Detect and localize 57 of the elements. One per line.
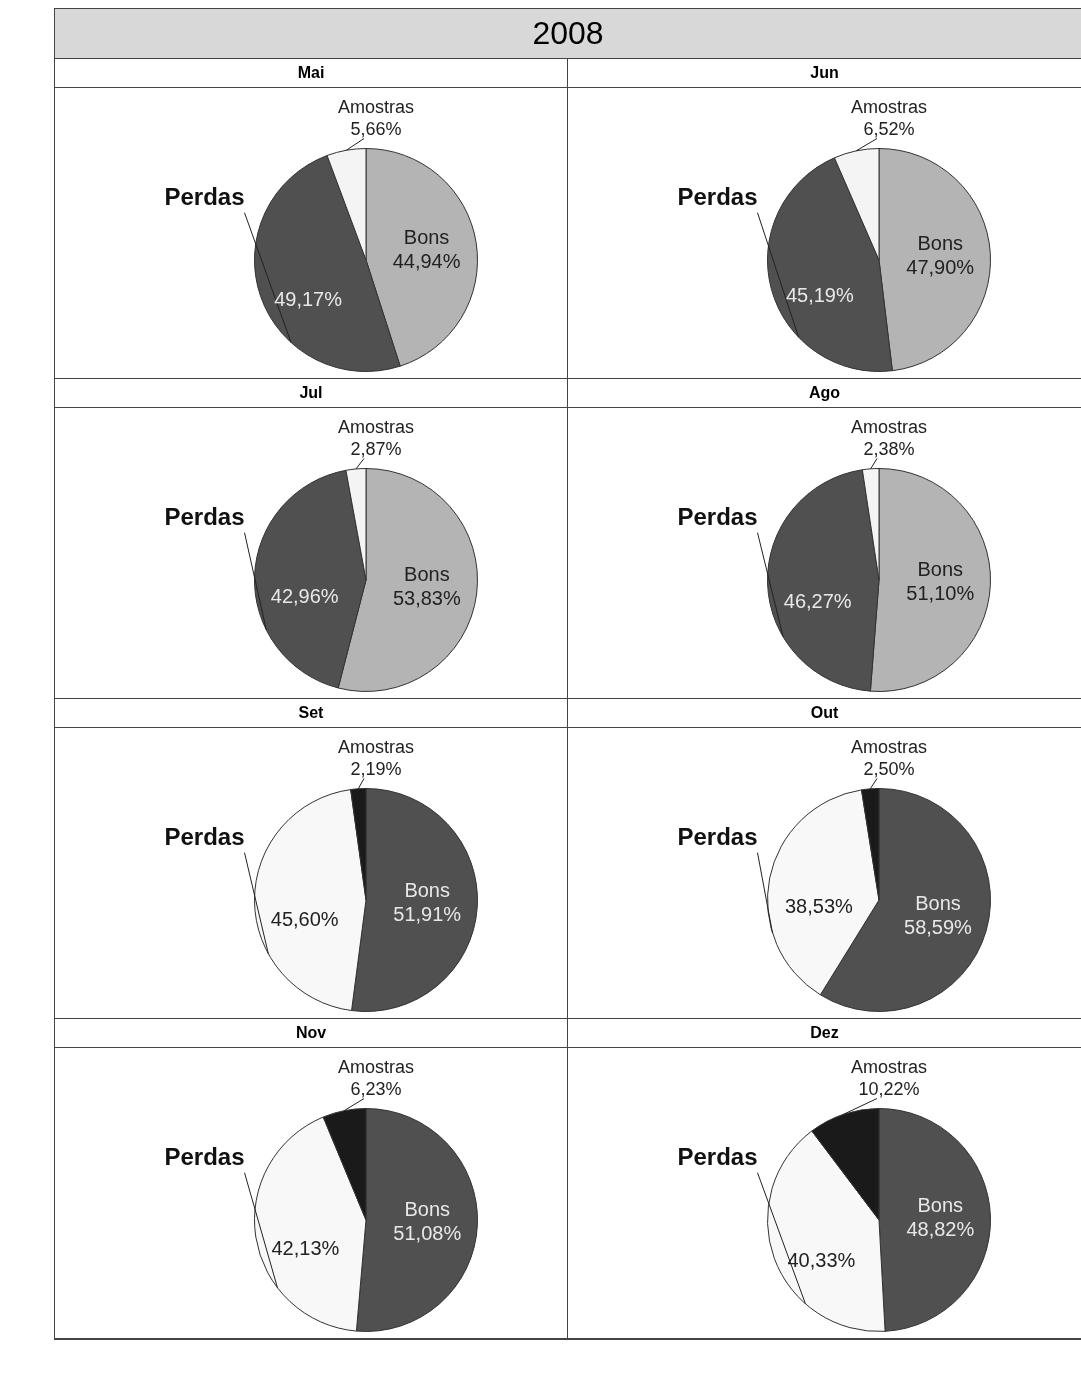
text: 2008 — [55, 9, 1081, 59]
chart-title: Out — [568, 699, 1081, 728]
data-label: 2,87% — [350, 439, 402, 460]
data-label: 10,22% — [858, 1079, 920, 1100]
data-label: 6,52% — [863, 119, 915, 140]
data-label: 42,96% — [270, 585, 339, 608]
slice-label: Bons — [915, 892, 961, 915]
slice-label: Amostras — [337, 417, 415, 438]
data-label: 42,13% — [271, 1236, 340, 1259]
slice-label: Perdas — [677, 503, 758, 531]
slice-label: Amostras — [850, 737, 928, 758]
data-label: 46,27% — [783, 589, 852, 612]
slice-label: Perdas — [164, 1143, 245, 1171]
slice-label: Bons — [917, 231, 964, 254]
slice-label: Bons — [917, 1193, 964, 1216]
slice-label: Amostras — [850, 1057, 928, 1078]
chart-title: Nov — [55, 1019, 567, 1048]
data-label: 53,83% — [392, 587, 461, 610]
slice-label: Bons — [917, 557, 964, 580]
data-label: 2,38% — [863, 439, 915, 460]
data-label: 40,33% — [787, 1248, 856, 1271]
slice-label: Amostras — [337, 1057, 415, 1078]
slice-label: Amostras — [337, 97, 415, 118]
chart-title: Jul — [55, 379, 567, 408]
slice-label: Perdas — [677, 1143, 758, 1171]
chart-title: Mai — [55, 59, 567, 88]
data-label: 2,19% — [350, 759, 402, 780]
slice-label: Bons — [404, 879, 450, 902]
data-label: 45,19% — [785, 283, 854, 306]
slice-label: Bons — [404, 1198, 451, 1221]
slice-label: Perdas — [677, 183, 758, 211]
slice-label: Perdas — [677, 823, 758, 851]
slice-label: Perdas — [164, 823, 245, 851]
slice-label: Amostras — [337, 737, 415, 758]
data-label: 38,53% — [784, 895, 853, 918]
data-label: 5,66% — [350, 119, 402, 140]
slice-label: Bons — [403, 226, 450, 249]
slice-label: Amostras — [850, 417, 928, 438]
data-label: 58,59% — [904, 916, 973, 939]
data-label: 2,50% — [863, 759, 915, 780]
data-label: 49,17% — [274, 287, 343, 310]
slice-label: Perdas — [164, 183, 245, 211]
data-label: 47,90% — [906, 255, 975, 278]
data-label: 44,94% — [392, 250, 461, 273]
chart-title: Ago — [568, 379, 1081, 408]
data-label: 48,82% — [906, 1217, 975, 1240]
slice-label: Amostras — [850, 97, 928, 118]
data-label: 51,10% — [906, 581, 975, 604]
slice-label: Perdas — [164, 503, 245, 531]
chart-title: Jun — [568, 59, 1081, 88]
data-label: 6,23% — [350, 1079, 402, 1100]
data-label: 51,91% — [393, 903, 462, 926]
data-label: 45,60% — [270, 907, 339, 930]
chart-title: Set — [55, 699, 567, 728]
chart-title: Dez — [568, 1019, 1081, 1048]
data-label: 51,08% — [393, 1222, 462, 1245]
slice-label: Bons — [404, 563, 450, 586]
